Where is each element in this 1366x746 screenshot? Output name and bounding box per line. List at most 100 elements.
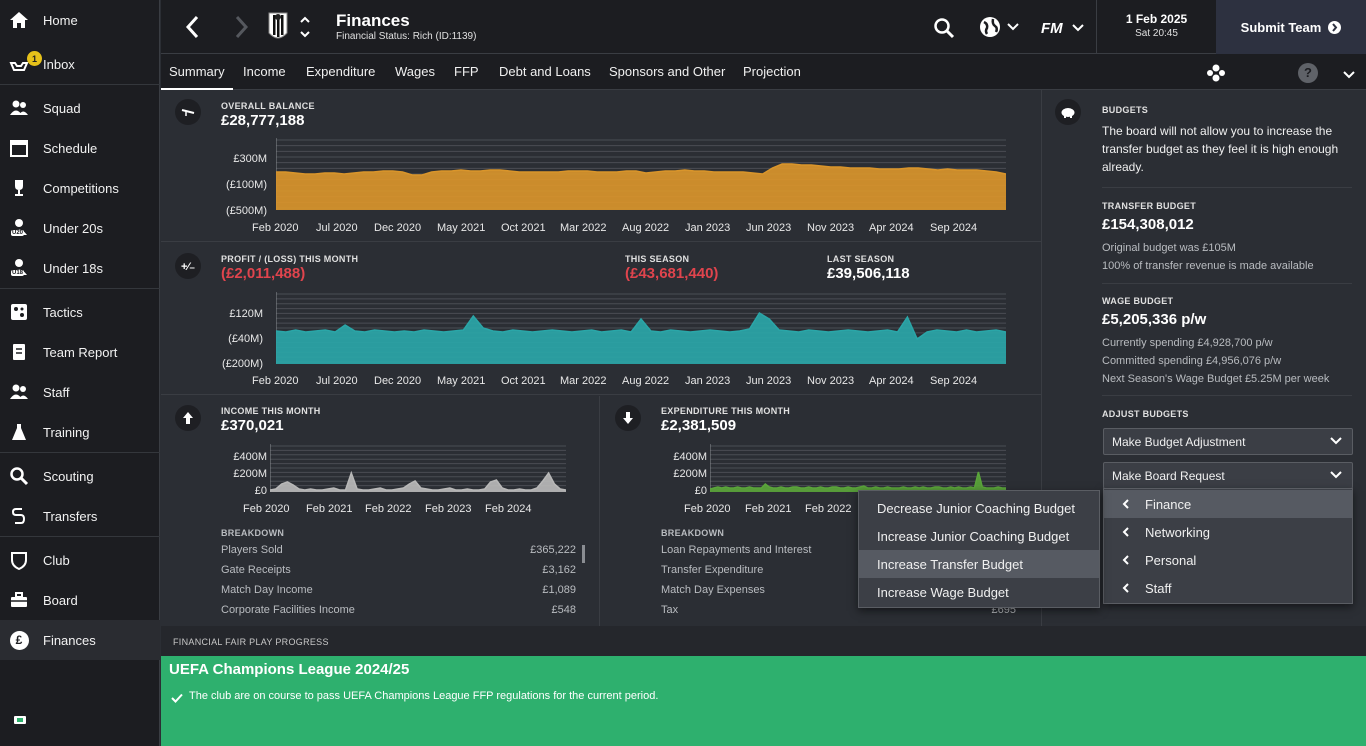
board-request-dropdown[interactable]: Make Board Request xyxy=(1103,462,1353,489)
chevron-down-icon[interactable] xyxy=(1342,67,1356,79)
divider xyxy=(1096,0,1097,54)
sidebar-item-inbox[interactable]: 1 Inbox xyxy=(0,44,160,84)
breakdown-name: Tax xyxy=(661,604,679,616)
back-icon[interactable] xyxy=(183,14,203,40)
breakdown-row[interactable]: Match Day Expenses xyxy=(661,584,1016,596)
tab-projection[interactable]: Projection xyxy=(743,64,801,79)
status-icon[interactable] xyxy=(14,716,26,724)
breakdown-row[interactable]: Match Day Income £1,089 xyxy=(221,584,576,596)
tab-expenditure[interactable]: Expenditure xyxy=(306,64,376,79)
sidebar-item-club[interactable]: Club xyxy=(0,540,160,580)
finance-submenu: Decrease Junior Coaching Budget Increase … xyxy=(858,490,1100,608)
x-axis-tick: May 2021 xyxy=(437,375,486,387)
breakdown-row[interactable]: Transfer Expenditure xyxy=(661,564,1016,576)
breakdown-name: Match Day Income xyxy=(221,584,313,596)
x-axis-tick: Feb 2022 xyxy=(365,503,412,515)
sidebar-item-label: Team Report xyxy=(43,344,118,360)
sidebar-item-scouting[interactable]: Scouting xyxy=(0,456,160,496)
sidebar-item-training[interactable]: Training xyxy=(0,412,160,452)
sidebar-item-transfers[interactable]: Transfers xyxy=(0,496,160,536)
sidebar-item-label: Under 20s xyxy=(43,220,103,236)
wage-note-current: Currently spending £4,928,700 p/w xyxy=(1102,337,1273,349)
profit-area-line xyxy=(276,311,1006,341)
sidebar-item-label: Staff xyxy=(43,384,70,400)
sidebar-item-under-20s[interactable]: U20 Under 20s xyxy=(0,208,160,248)
sidebar-item-under-18s[interactable]: U18 Under 18s xyxy=(0,248,160,288)
x-axis-tick: Dec 2020 xyxy=(374,222,422,234)
board-menu-label: Finance xyxy=(1145,496,1192,512)
sidebar-item-competitions[interactable]: Competitions xyxy=(0,168,160,208)
sidebar-item-label: Inbox xyxy=(43,56,75,72)
x-axis-tick: Oct 2021 xyxy=(501,222,546,234)
board-menu-item-networking[interactable]: Networking xyxy=(1104,518,1352,546)
breakdown-row[interactable]: Players Sold £365,222 xyxy=(221,544,576,556)
x-axis-tick: Feb 2022 xyxy=(805,503,852,515)
inbox-icon: 1 xyxy=(9,51,42,74)
sidebar-item-team-report[interactable]: Team Report xyxy=(0,332,160,372)
forward-icon[interactable] xyxy=(231,14,251,40)
fm-menu-icon[interactable]: FM xyxy=(1041,17,1085,39)
piggy-bank-icon xyxy=(1055,99,1081,125)
submenu-item-increase-wage-budget[interactable]: Increase Wage Budget xyxy=(877,584,1009,600)
financial-status: Financial Status: Rich (ID:1139) xyxy=(336,31,477,42)
tab-wages[interactable]: Wages xyxy=(395,64,435,79)
y-axis-tick: £200M xyxy=(233,468,267,480)
breakdown-value: £365,222 xyxy=(530,544,576,556)
club-crest-icon[interactable] xyxy=(267,11,289,43)
chevron-left-icon xyxy=(1122,555,1129,565)
tab-sponsors-and-other[interactable]: Sponsors and Other xyxy=(609,64,726,79)
board-menu-item-finance[interactable]: Finance xyxy=(1104,490,1352,518)
x-axis-tick: Feb 2024 xyxy=(485,503,532,515)
sidebar-item-tactics[interactable]: Tactics xyxy=(0,292,160,332)
submenu-item-increase-transfer-budget[interactable]: Increase Transfer Budget xyxy=(859,550,1099,578)
breakdown-value: £3,162 xyxy=(542,564,576,576)
budget-adjustment-dropdown[interactable]: Make Budget Adjustment xyxy=(1103,428,1353,455)
y-axis-tick: £120M xyxy=(229,308,263,320)
divider xyxy=(1102,283,1352,284)
sidebar-item-label: Board xyxy=(43,592,78,608)
sidebar-item-staff[interactable]: Staff xyxy=(0,372,160,412)
x-axis-tick: Mar 2022 xyxy=(560,222,607,234)
people-icon[interactable] xyxy=(1206,64,1226,82)
sidebar-item-schedule[interactable]: Schedule xyxy=(0,128,160,168)
scouting-icon xyxy=(9,466,29,486)
under18-icon: U18 xyxy=(9,258,29,278)
balance-icon xyxy=(175,99,201,125)
breakdown-row[interactable]: Loan Repayments and Interest xyxy=(661,544,1016,556)
sidebar-item-board[interactable]: Board xyxy=(0,580,160,620)
sidebar-item-label: Squad xyxy=(43,100,81,116)
submit-team-button[interactable]: Submit Team xyxy=(1216,0,1366,54)
submenu-item-increase-junior-coaching-budget[interactable]: Increase Junior Coaching Budget xyxy=(877,528,1070,544)
sidebar-item-home[interactable]: Home xyxy=(0,0,160,40)
club-switch-icon[interactable] xyxy=(299,14,311,40)
under20-icon: U20 xyxy=(9,218,29,238)
income-panel: INCOME THIS MONTH £370,021 BREAKDOWN xyxy=(161,396,600,626)
tab-income[interactable]: Income xyxy=(243,64,286,79)
breakdown-row[interactable]: Gate Receipts £3,162 xyxy=(221,564,576,576)
overall-balance-label: OVERALL BALANCE xyxy=(221,101,315,111)
sidebar-divider xyxy=(0,288,160,289)
sidebar-item-finances[interactable]: £ Finances xyxy=(0,620,160,660)
world-icon[interactable] xyxy=(979,16,1023,40)
tab-ffp[interactable]: FFP xyxy=(454,64,479,79)
breakdown-row[interactable]: Corporate Facilities Income £548 xyxy=(221,604,576,616)
y-axis-tick: (£100M) xyxy=(226,179,267,191)
x-axis-tick: Aug 2022 xyxy=(622,222,670,234)
x-axis-tick: Jul 2020 xyxy=(316,222,358,234)
sidebar-item-squad[interactable]: Squad xyxy=(0,88,160,128)
search-icon[interactable] xyxy=(933,17,955,39)
breakdown-name: Corporate Facilities Income xyxy=(221,604,355,616)
chevron-left-icon xyxy=(1122,583,1129,593)
board-menu-item-staff[interactable]: Staff xyxy=(1104,574,1352,602)
help-icon[interactable]: ? xyxy=(1298,63,1318,83)
game-date[interactable]: 1 Feb 2025 Sat 20:45 xyxy=(1097,0,1216,54)
sidebar-item-label: Training xyxy=(43,424,90,440)
board-menu-item-personal[interactable]: Personal xyxy=(1104,546,1352,574)
tab-debt-and-loans[interactable]: Debt and Loans xyxy=(499,64,591,79)
breakdown-name: Gate Receipts xyxy=(221,564,291,576)
submenu-item-decrease-junior-coaching-budget[interactable]: Decrease Junior Coaching Budget xyxy=(877,500,1076,516)
y-axis-tick: (£40M) xyxy=(228,333,263,345)
breakdown-scrollbar[interactable] xyxy=(582,545,585,563)
tab-summary[interactable]: Summary xyxy=(161,54,233,91)
y-axis-tick: £300M xyxy=(233,153,267,165)
